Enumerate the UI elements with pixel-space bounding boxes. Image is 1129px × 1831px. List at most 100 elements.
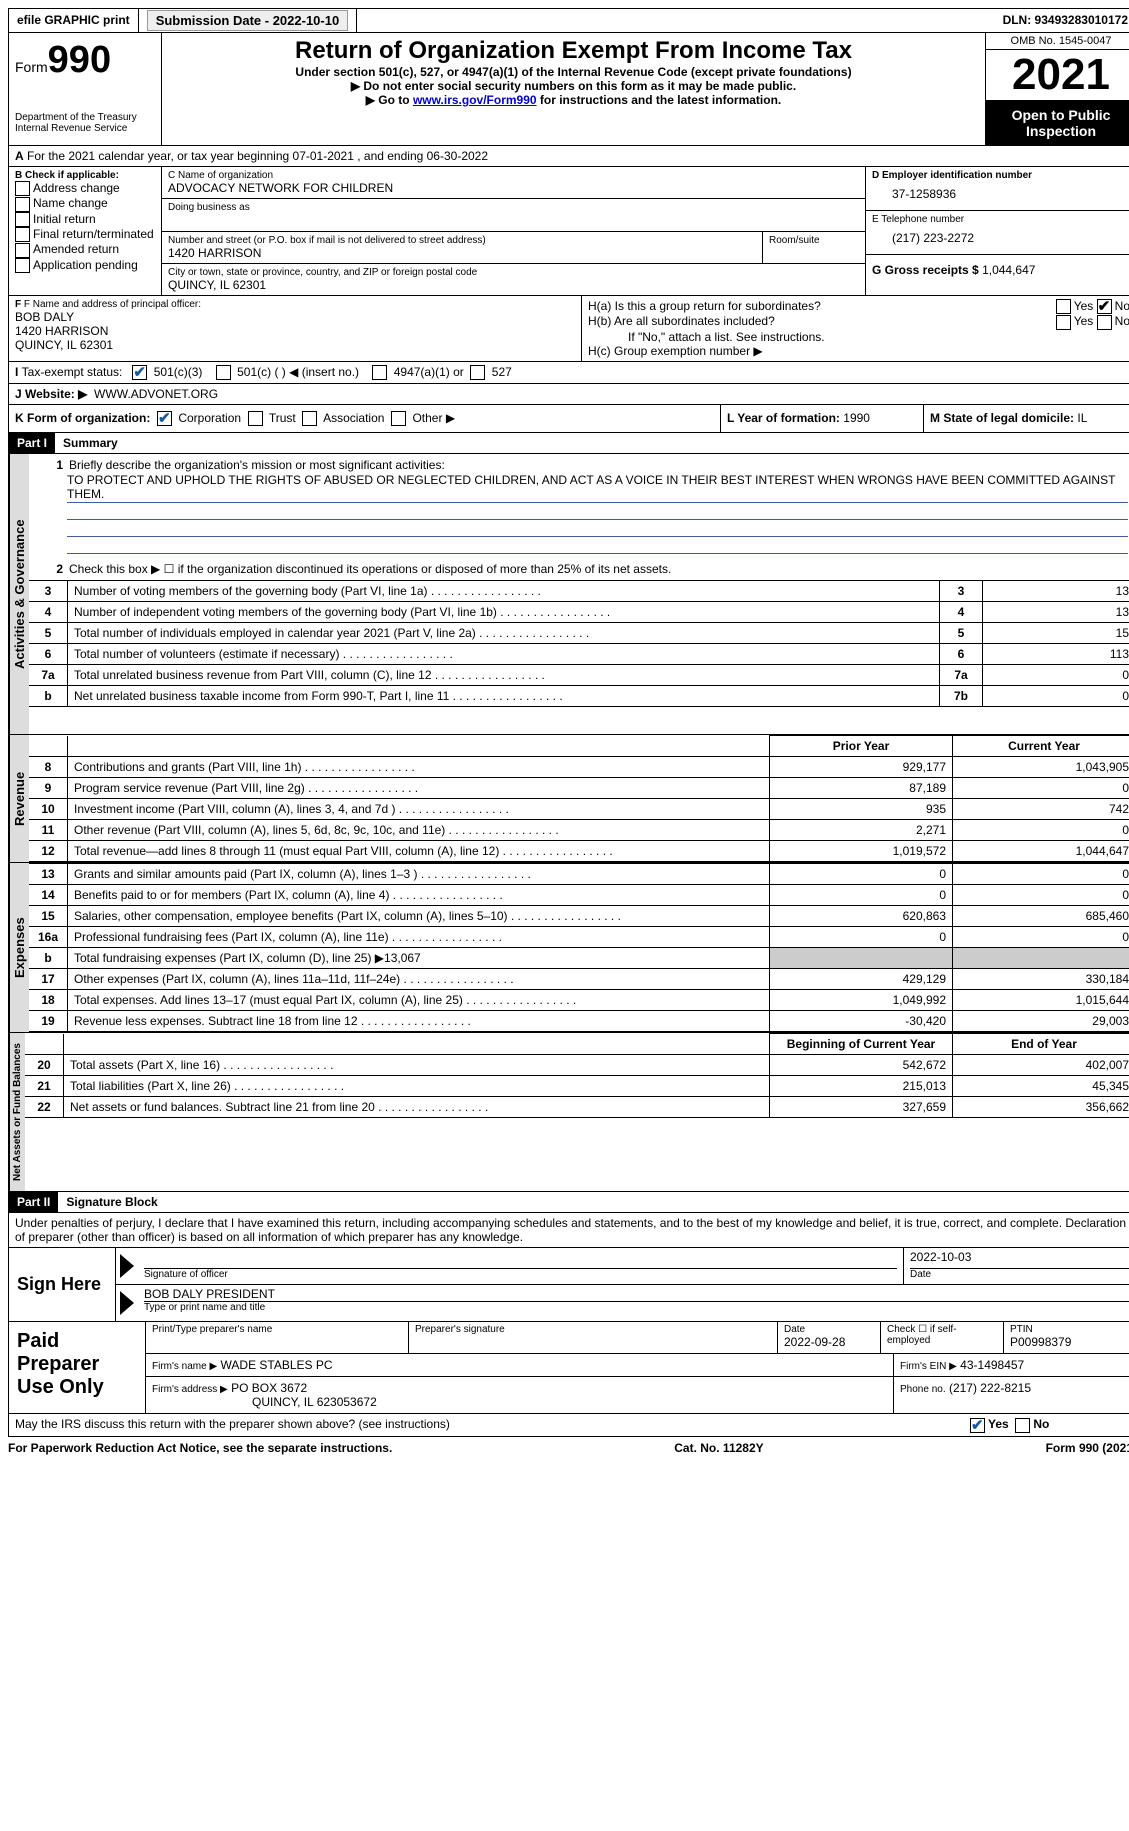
cb-4947[interactable] (372, 365, 387, 380)
sign-date-label: Date (910, 1269, 1129, 1280)
ha-no: No (1115, 299, 1129, 313)
table-row: 4Number of independent voting members of… (29, 602, 1129, 623)
box-c: C Name of organization ADVOCACY NETWORK … (162, 167, 866, 295)
entity-block: B Check if applicable: Address change Na… (8, 167, 1129, 296)
mission-blank-3 (67, 537, 1128, 554)
gross-receipts-value: 1,044,647 (982, 263, 1035, 277)
street-label: Number and street (or P.O. box if mail i… (168, 235, 756, 246)
cb-application-pending[interactable] (15, 258, 30, 273)
submission-date-button[interactable]: Submission Date - 2022-10-10 (147, 10, 349, 31)
h-c-label: H(c) Group exemption number ▶ (588, 344, 1129, 358)
table-row: 10Investment income (Part VIII, column (… (29, 799, 1129, 820)
box-deg: D Employer identification number 37-1258… (866, 167, 1129, 295)
opt-501c3: 501(c)(3) (154, 365, 203, 379)
cb-discuss-yes[interactable] (970, 1418, 985, 1433)
cb-501c3[interactable] (132, 365, 147, 380)
table-row: 6Total number of volunteers (estimate if… (29, 644, 1129, 665)
subtitle-2: ▶ Do not enter social security numbers o… (172, 79, 975, 93)
table-row: 11Other revenue (Part VIII, column (A), … (29, 820, 1129, 841)
org-name: ADVOCACY NETWORK FOR CHILDREN (168, 181, 859, 195)
box-b: B Check if applicable: Address change Na… (9, 167, 162, 295)
ein-label: D Employer identification number (872, 170, 1032, 181)
sign-here-block: Sign Here Signature of officer 2022-10-0… (8, 1248, 1129, 1322)
dba-label: Doing business as (168, 202, 859, 213)
officer-label: F Name and address of principal officer: (24, 299, 201, 310)
firm-addr-label: Firm's address ▶ (152, 1384, 228, 1395)
table-row: 3Number of voting members of the governi… (29, 581, 1129, 602)
cb-corporation[interactable] (157, 411, 172, 426)
cb-527[interactable] (470, 365, 485, 380)
officer-signature-line[interactable] (144, 1250, 897, 1269)
opt-4947: 4947(a)(1) or (394, 365, 464, 379)
part1-body: Activities & Governance 1Briefly describ… (8, 454, 1129, 735)
cb-hb-no[interactable] (1097, 315, 1112, 330)
netassets-block: Net Assets or Fund Balances Beginning of… (8, 1033, 1129, 1192)
table-row: 19Revenue less expenses. Subtract line 1… (29, 1011, 1129, 1032)
cb-final-return[interactable] (15, 227, 30, 242)
cb-address-change[interactable] (15, 181, 30, 196)
header-mid: Return of Organization Exempt From Incom… (162, 33, 986, 145)
table-row: 9Program service revenue (Part VIII, lin… (29, 778, 1129, 799)
opt-application-pending: Application pending (33, 258, 138, 272)
part2-label: Part II (9, 1192, 58, 1212)
preparer-date-value: 2022-09-28 (784, 1335, 874, 1349)
cb-association[interactable] (302, 411, 317, 426)
firm-ein-value: 43-1498457 (960, 1358, 1024, 1372)
klm-block: K Form of organization: Corporation Trus… (8, 405, 1129, 433)
cb-ha-yes[interactable] (1056, 299, 1071, 314)
phone-label: E Telephone number (872, 214, 1129, 225)
subtitle-1: Under section 501(c), 527, or 4947(a)(1)… (172, 65, 975, 79)
cb-other[interactable] (391, 411, 406, 426)
cat-number: Cat. No. 11282Y (674, 1441, 763, 1455)
year-formation-label: L Year of formation: (727, 411, 840, 425)
subtitle-3: ▶ Go to www.irs.gov/Form990 for instruct… (172, 93, 975, 107)
irs-link[interactable]: www.irs.gov/Form990 (413, 93, 537, 107)
ptin-value: P00998379 (1010, 1335, 1129, 1349)
cb-initial-return[interactable] (15, 212, 30, 227)
paid-preparer-block: Paid Preparer Use Only Print/Type prepar… (8, 1322, 1129, 1414)
box-b-label: B Check if applicable: (15, 170, 119, 181)
firm-phone-value: (217) 222-8215 (949, 1381, 1031, 1395)
opt-association: Association (323, 411, 384, 425)
table-row: 7aTotal unrelated business revenue from … (29, 665, 1129, 686)
gross-receipts-label: G Gross receipts $ (872, 263, 979, 277)
table-row: 14Benefits paid to or for members (Part … (29, 885, 1129, 906)
h-b-label: H(b) Are all subordinates included? (588, 314, 775, 329)
h-b-note: If "No," attach a list. See instructions… (588, 330, 1129, 344)
expenses-block: Expenses 13Grants and similar amounts pa… (8, 863, 1129, 1033)
part1-title: Summary (55, 436, 118, 450)
state-domicile-value: IL (1077, 411, 1087, 425)
expenses-table: 13Grants and similar amounts paid (Part … (29, 863, 1129, 1032)
tax-year: 2021 (986, 50, 1129, 101)
cb-501c[interactable] (216, 365, 231, 380)
table-row: 16aProfessional fundraising fees (Part I… (29, 927, 1129, 948)
officer-name-title: BOB DALY PRESIDENT (144, 1287, 1129, 1302)
cb-trust[interactable] (248, 411, 263, 426)
discuss-yes: Yes (988, 1417, 1009, 1431)
form-rev: Form 990 (2021) (1046, 1441, 1129, 1455)
h-a-label: H(a) Is this a group return for subordin… (588, 299, 821, 314)
form-label: Form (15, 59, 48, 75)
cb-name-change[interactable] (15, 197, 30, 212)
sign-date-value: 2022-10-03 (910, 1250, 1129, 1269)
header-left: Form990 Department of the Treasury Inter… (9, 33, 162, 145)
goto-pre: ▶ Go to (366, 93, 413, 107)
state-domicile-label: M State of legal domicile: (930, 411, 1074, 425)
cb-ha-no[interactable] (1097, 299, 1112, 314)
cb-amended-return[interactable] (15, 243, 30, 258)
box-c-label: C Name of organization (168, 170, 859, 181)
netassets-table: Beginning of Current YearEnd of Year20To… (25, 1033, 1129, 1118)
revenue-table: Prior YearCurrent Year8Contributions and… (29, 735, 1129, 862)
hb-no: No (1115, 314, 1129, 328)
cb-hb-yes[interactable] (1056, 315, 1071, 330)
dept-treasury: Department of the Treasury (15, 112, 155, 123)
table-row: 13Grants and similar amounts paid (Part … (29, 864, 1129, 885)
table-row: 12Total revenue—add lines 8 through 11 (… (29, 841, 1129, 862)
cb-discuss-no[interactable] (1015, 1418, 1030, 1433)
declaration-text: Under penalties of perjury, I declare th… (8, 1213, 1129, 1248)
box-i: I Tax-exempt status: 501(c)(3) 501(c) ( … (8, 362, 1129, 384)
opt-amended-return: Amended return (33, 242, 119, 256)
sign-officer-label: Signature of officer (144, 1269, 897, 1280)
part1-label: Part I (9, 433, 55, 453)
table-row: bTotal fundraising expenses (Part IX, co… (29, 948, 1129, 969)
